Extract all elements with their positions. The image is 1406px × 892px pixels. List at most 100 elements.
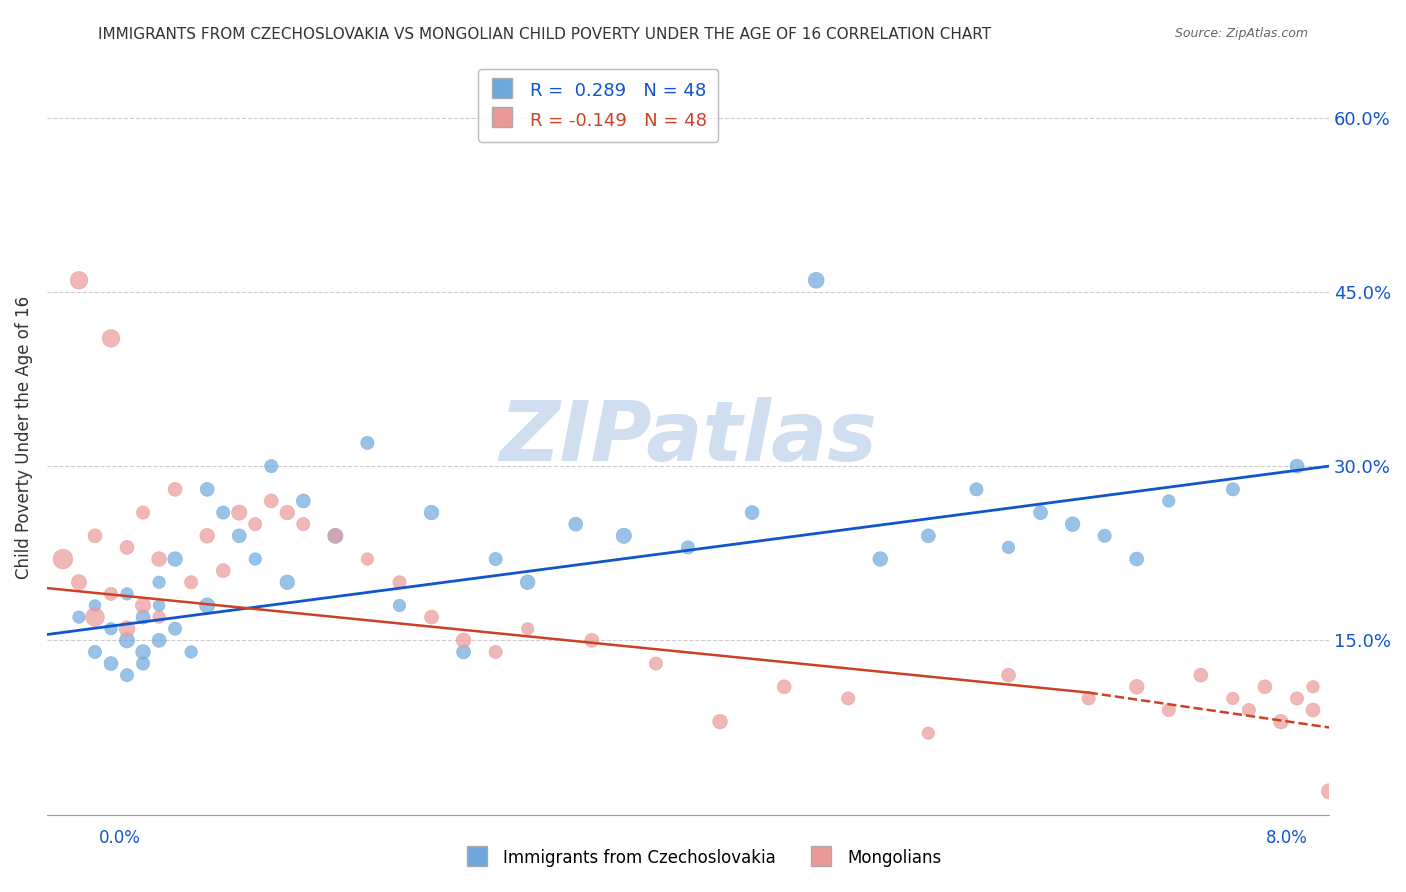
Point	[965, 483, 987, 497]
Point	[84, 645, 107, 659]
Point	[212, 564, 235, 578]
Legend: Immigrants from Czechoslovakia, Mongolians: Immigrants from Czechoslovakia, Mongolia…	[458, 841, 948, 875]
Point	[132, 610, 155, 624]
Point	[869, 552, 891, 566]
Point	[260, 459, 283, 474]
Point	[644, 657, 666, 671]
Point	[260, 494, 283, 508]
Point	[325, 529, 347, 543]
Point	[132, 506, 155, 520]
Point	[325, 529, 347, 543]
Point	[1302, 680, 1324, 694]
Point	[485, 552, 508, 566]
Point	[245, 517, 267, 532]
Point	[180, 645, 202, 659]
Point	[1077, 691, 1099, 706]
Point	[276, 575, 298, 590]
Point	[228, 529, 250, 543]
Point	[212, 506, 235, 520]
Text: 8.0%: 8.0%	[1265, 829, 1308, 847]
Point	[741, 506, 763, 520]
Point	[1125, 680, 1147, 694]
Point	[115, 622, 138, 636]
Point	[388, 575, 411, 590]
Point	[1317, 784, 1340, 798]
Point	[100, 622, 122, 636]
Point	[180, 575, 202, 590]
Point	[1222, 483, 1244, 497]
Point	[228, 506, 250, 520]
Point	[67, 575, 90, 590]
Point	[1125, 552, 1147, 566]
Point	[148, 610, 170, 624]
Point	[115, 668, 138, 682]
Point	[453, 645, 475, 659]
Text: ZIPatlas: ZIPatlas	[499, 397, 877, 477]
Point	[1285, 459, 1308, 474]
Point	[67, 610, 90, 624]
Text: Source: ZipAtlas.com: Source: ZipAtlas.com	[1174, 27, 1308, 40]
Point	[276, 506, 298, 520]
Point	[245, 552, 267, 566]
Point	[84, 529, 107, 543]
Point	[132, 657, 155, 671]
Point	[485, 645, 508, 659]
Point	[581, 633, 603, 648]
Point	[100, 657, 122, 671]
Point	[1094, 529, 1116, 543]
Point	[52, 552, 75, 566]
Point	[1302, 703, 1324, 717]
Point	[1029, 506, 1052, 520]
Point	[997, 541, 1019, 555]
Point	[516, 575, 538, 590]
Point	[292, 494, 315, 508]
Point	[676, 541, 699, 555]
Point	[420, 610, 443, 624]
Point	[420, 506, 443, 520]
Point	[565, 517, 588, 532]
Point	[1062, 517, 1084, 532]
Point	[837, 691, 859, 706]
Point	[1285, 691, 1308, 706]
Point	[195, 599, 218, 613]
Point	[356, 552, 378, 566]
Point	[1157, 494, 1180, 508]
Point	[773, 680, 796, 694]
Point	[115, 633, 138, 648]
Point	[148, 599, 170, 613]
Point	[195, 483, 218, 497]
Point	[516, 622, 538, 636]
Point	[165, 483, 187, 497]
Y-axis label: Child Poverty Under the Age of 16: Child Poverty Under the Age of 16	[15, 295, 32, 579]
Point	[84, 599, 107, 613]
Point	[132, 645, 155, 659]
Point	[1222, 691, 1244, 706]
Legend: R =  0.289   N = 48, R = -0.149   N = 48: R = 0.289 N = 48, R = -0.149 N = 48	[478, 69, 718, 142]
Point	[195, 529, 218, 543]
Point	[165, 552, 187, 566]
Text: 0.0%: 0.0%	[98, 829, 141, 847]
Point	[1270, 714, 1292, 729]
Point	[613, 529, 636, 543]
Point	[165, 622, 187, 636]
Point	[148, 575, 170, 590]
Text: IMMIGRANTS FROM CZECHOSLOVAKIA VS MONGOLIAN CHILD POVERTY UNDER THE AGE OF 16 CO: IMMIGRANTS FROM CZECHOSLOVAKIA VS MONGOL…	[98, 27, 991, 42]
Point	[804, 273, 827, 287]
Point	[132, 599, 155, 613]
Point	[115, 541, 138, 555]
Point	[100, 587, 122, 601]
Point	[148, 552, 170, 566]
Point	[709, 714, 731, 729]
Point	[917, 726, 939, 740]
Point	[84, 610, 107, 624]
Point	[917, 529, 939, 543]
Point	[67, 273, 90, 287]
Point	[388, 599, 411, 613]
Point	[115, 587, 138, 601]
Point	[453, 633, 475, 648]
Point	[997, 668, 1019, 682]
Point	[292, 517, 315, 532]
Point	[356, 436, 378, 450]
Point	[1157, 703, 1180, 717]
Point	[1254, 680, 1277, 694]
